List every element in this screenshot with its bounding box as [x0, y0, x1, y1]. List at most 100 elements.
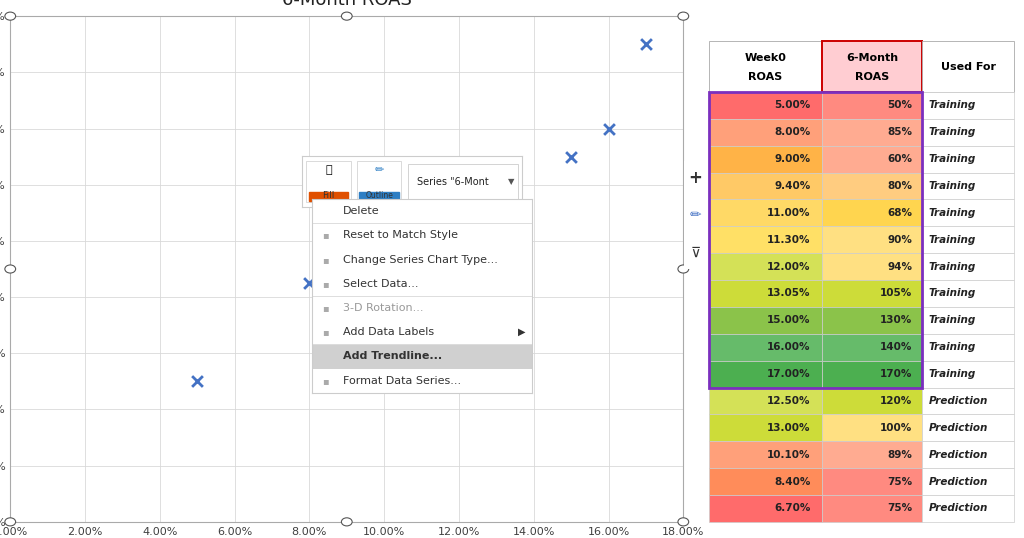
Text: Training: Training [929, 369, 976, 379]
FancyBboxPatch shape [923, 468, 1014, 495]
FancyBboxPatch shape [710, 468, 822, 495]
FancyBboxPatch shape [822, 334, 923, 360]
FancyBboxPatch shape [710, 253, 822, 280]
Circle shape [678, 265, 689, 273]
FancyBboxPatch shape [822, 92, 923, 119]
Text: Delete: Delete [343, 206, 380, 216]
FancyBboxPatch shape [710, 41, 822, 92]
FancyBboxPatch shape [710, 119, 822, 146]
Text: 10.10%: 10.10% [767, 450, 811, 459]
Text: ROAS: ROAS [749, 72, 782, 82]
Text: 17.00%: 17.00% [767, 369, 811, 379]
Text: 8.40%: 8.40% [774, 477, 811, 486]
Text: ✏: ✏ [375, 165, 384, 175]
Text: 11.30%: 11.30% [767, 235, 811, 245]
Text: 8.00%: 8.00% [774, 128, 811, 137]
Point [563, 152, 580, 161]
FancyBboxPatch shape [923, 253, 1014, 280]
Text: Prediction: Prediction [929, 477, 988, 486]
Text: ⊽: ⊽ [690, 246, 700, 260]
FancyBboxPatch shape [923, 92, 1014, 119]
FancyBboxPatch shape [710, 441, 822, 468]
Point [301, 279, 317, 287]
Text: Reset to Match Style: Reset to Match Style [343, 230, 458, 240]
FancyBboxPatch shape [822, 173, 923, 200]
Text: 75%: 75% [887, 504, 912, 513]
Text: Training: Training [929, 261, 976, 272]
Bar [408, 164, 518, 200]
Text: 5.00%: 5.00% [774, 101, 811, 110]
FancyBboxPatch shape [822, 146, 923, 173]
Text: 130%: 130% [880, 315, 912, 325]
Text: 80%: 80% [888, 181, 912, 191]
FancyBboxPatch shape [822, 253, 923, 280]
FancyBboxPatch shape [822, 468, 923, 495]
FancyBboxPatch shape [710, 200, 822, 226]
Text: ▪: ▪ [323, 230, 329, 240]
FancyBboxPatch shape [923, 226, 1014, 253]
Text: ✏: ✏ [689, 208, 701, 222]
Text: Training: Training [929, 128, 976, 137]
Circle shape [341, 12, 352, 20]
Title: 6-Month ROAS: 6-Month ROAS [282, 0, 412, 9]
Text: 9.40%: 9.40% [774, 181, 811, 191]
Text: ▪: ▪ [323, 254, 329, 265]
Text: Select Data...: Select Data... [343, 279, 419, 289]
FancyBboxPatch shape [710, 414, 822, 441]
Bar [357, 161, 401, 202]
Text: ▶: ▶ [518, 327, 525, 337]
FancyBboxPatch shape [923, 119, 1014, 146]
Text: Format Data Series...: Format Data Series... [343, 376, 461, 386]
Text: ▪: ▪ [323, 327, 329, 337]
Text: Training: Training [929, 181, 976, 191]
Point [414, 327, 430, 335]
FancyBboxPatch shape [710, 92, 822, 119]
Text: Training: Training [929, 288, 976, 299]
Text: 16.00%: 16.00% [767, 342, 811, 352]
FancyBboxPatch shape [923, 307, 1014, 334]
Text: 12.50%: 12.50% [767, 396, 811, 406]
Text: ▪: ▪ [323, 303, 329, 313]
FancyBboxPatch shape [923, 200, 1014, 226]
Text: 6.70%: 6.70% [774, 504, 811, 513]
Text: 50%: 50% [888, 101, 912, 110]
Text: 68%: 68% [888, 208, 912, 218]
Point [638, 40, 654, 48]
FancyBboxPatch shape [822, 414, 923, 441]
Bar [308, 192, 348, 201]
Bar [359, 192, 399, 201]
Text: Prediction: Prediction [929, 423, 988, 433]
Circle shape [341, 518, 352, 526]
FancyBboxPatch shape [923, 41, 1014, 92]
Text: Used For: Used For [941, 62, 995, 72]
Text: Training: Training [929, 208, 976, 218]
Text: 12.00%: 12.00% [767, 261, 811, 272]
FancyBboxPatch shape [822, 200, 923, 226]
Point [339, 349, 355, 358]
Text: 90%: 90% [888, 235, 912, 245]
FancyBboxPatch shape [923, 387, 1014, 414]
FancyBboxPatch shape [923, 173, 1014, 200]
FancyBboxPatch shape [710, 146, 822, 173]
Point [189, 377, 206, 386]
Text: 120%: 120% [880, 396, 912, 406]
Circle shape [678, 518, 689, 526]
Point [425, 265, 441, 273]
FancyBboxPatch shape [923, 414, 1014, 441]
Text: 89%: 89% [888, 450, 912, 459]
Text: 6-Month: 6-Month [846, 53, 898, 63]
FancyBboxPatch shape [710, 173, 822, 200]
FancyBboxPatch shape [822, 495, 923, 522]
FancyBboxPatch shape [822, 226, 923, 253]
Point [600, 124, 616, 133]
Circle shape [5, 12, 15, 20]
Text: 94%: 94% [888, 261, 912, 272]
Text: +: + [688, 168, 702, 187]
Text: 100%: 100% [880, 423, 912, 433]
Text: Week0: Week0 [744, 53, 786, 63]
FancyBboxPatch shape [822, 280, 923, 307]
Text: Training: Training [929, 315, 976, 325]
Text: Outline: Outline [366, 192, 393, 200]
Text: Prediction: Prediction [929, 450, 988, 459]
Text: 60%: 60% [888, 154, 912, 164]
